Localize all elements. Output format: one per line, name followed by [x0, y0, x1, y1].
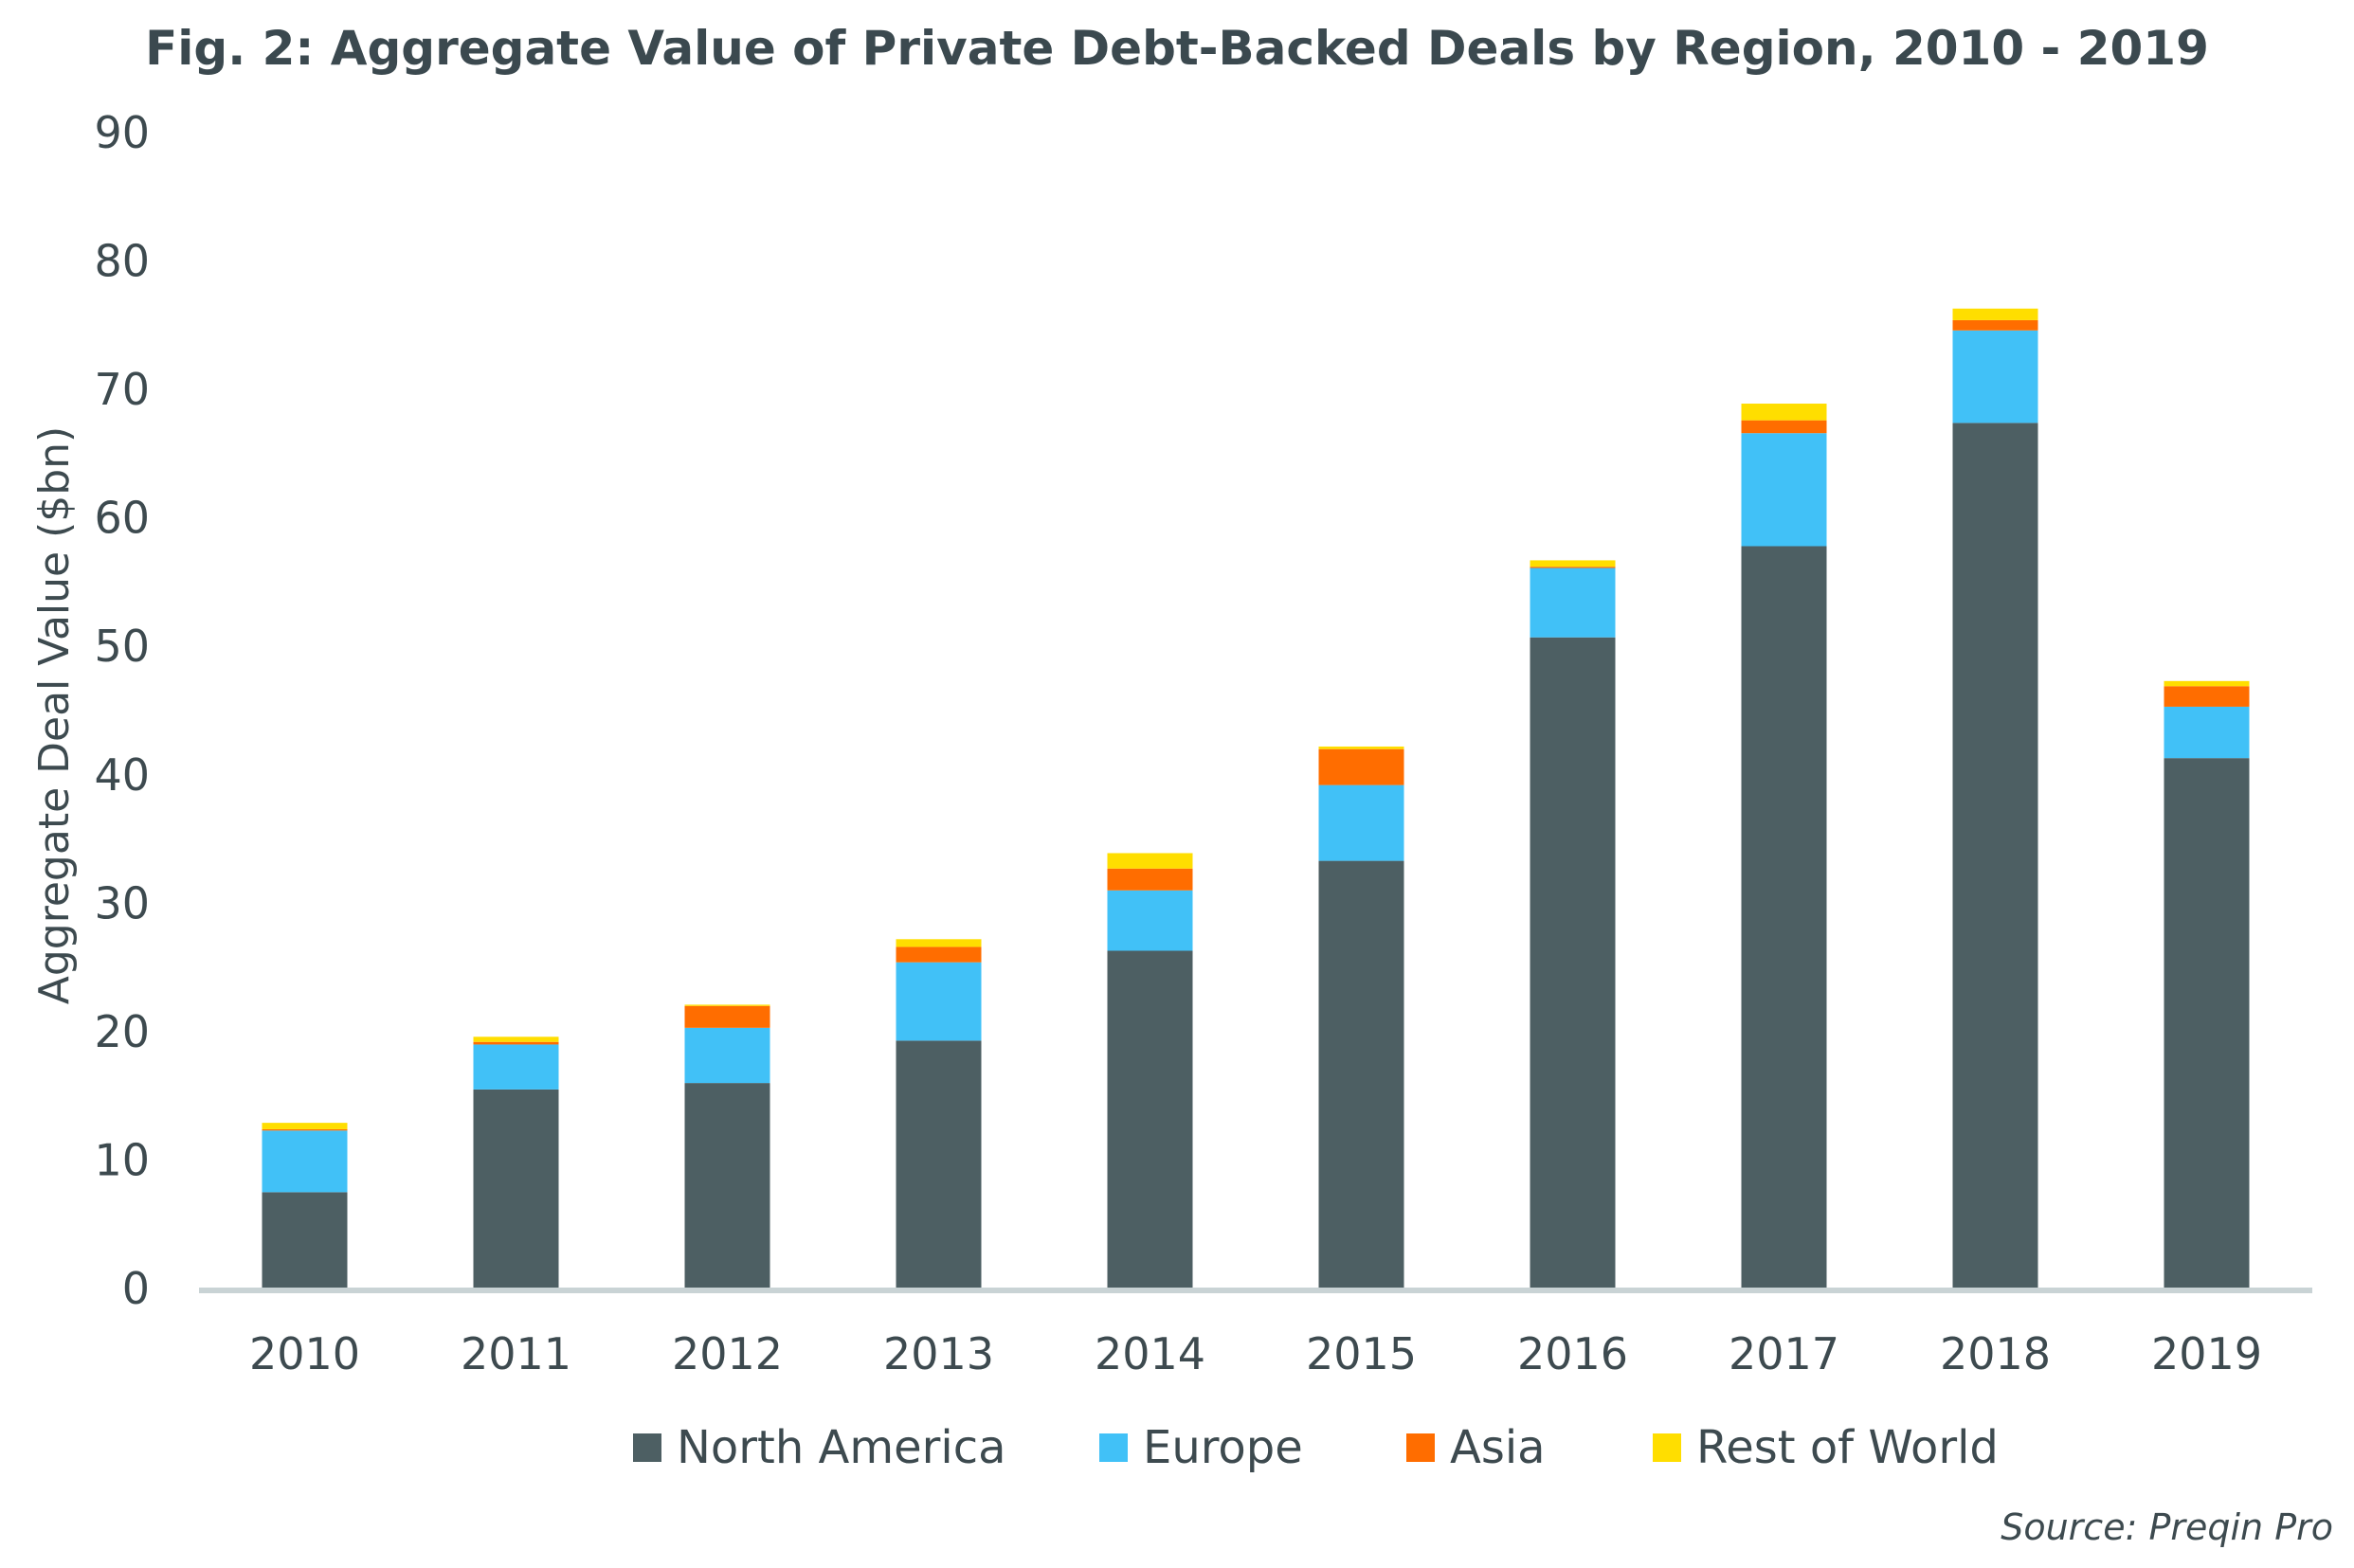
bar-europe-2010: [262, 1130, 348, 1193]
legend-swatch: [633, 1433, 661, 1462]
bar-north-america-2012: [684, 1083, 770, 1289]
y-tick-label: 90: [94, 107, 150, 158]
bar-rest-of-world-2018: [1952, 308, 2038, 320]
bar-rest-of-world-2016: [1530, 560, 1616, 568]
legend-item: Rest of World: [1653, 1421, 1999, 1474]
source-note: Source: Preqin Pro: [2001, 1506, 2333, 1548]
legend: North America Europe Asia Rest of World: [633, 1421, 1999, 1474]
x-tick-label: 2013: [883, 1328, 994, 1379]
x-tick-label: 2016: [1517, 1328, 1628, 1379]
x-tick-label: 2012: [672, 1328, 783, 1379]
bar-north-america-2011: [473, 1089, 559, 1289]
x-tick-label: 2019: [2151, 1328, 2262, 1379]
legend-item: Europe: [1099, 1421, 1303, 1474]
bar-europe-2014: [1107, 890, 1193, 951]
bar-europe-2012: [684, 1027, 770, 1084]
bar-rest-of-world-2014: [1107, 853, 1193, 869]
bar-asia-2010: [262, 1128, 348, 1131]
chart-title: Fig. 2: Aggregate Value of Private Debt-…: [145, 21, 2209, 76]
legend-swatch: [1099, 1433, 1128, 1462]
bar-north-america-2010: [262, 1192, 348, 1289]
bar-rest-of-world-2011: [473, 1036, 559, 1042]
x-tick-label: 2017: [1729, 1328, 1839, 1379]
legend-label: North America: [677, 1421, 1006, 1474]
x-axis-ticks: 2010 2011 2012 2013 2014 2015 2016 2017 2018 2019: [249, 1328, 2262, 1379]
legend-label: Rest of World: [1696, 1421, 1999, 1474]
bar-north-america-2013: [896, 1040, 982, 1289]
bar-europe-2013: [896, 962, 982, 1041]
bar-north-america-2015: [1318, 860, 1404, 1289]
bar-asia-2014: [1107, 868, 1193, 891]
bar-rest-of-world-2019: [2164, 680, 2250, 687]
x-tick-label: 2015: [1306, 1328, 1417, 1379]
bar-rest-of-world-2013: [896, 939, 982, 947]
bar-europe-2015: [1318, 784, 1404, 861]
x-tick-label: 2011: [461, 1328, 571, 1379]
y-tick-label: 30: [94, 877, 150, 928]
bar-asia-2016: [1530, 567, 1616, 568]
bar-asia-2017: [1741, 420, 1827, 434]
x-tick-label: 2014: [1095, 1328, 1205, 1379]
bar-north-america-2014: [1107, 950, 1193, 1289]
y-tick-label: 0: [122, 1263, 150, 1314]
bar-europe-2017: [1741, 433, 1827, 547]
legend-label: Asia: [1450, 1421, 1546, 1474]
legend-swatch: [1653, 1433, 1681, 1462]
bar-north-america-2016: [1530, 637, 1616, 1289]
bars-group: [262, 308, 2250, 1289]
x-tick-label: 2018: [1940, 1328, 2051, 1379]
legend-item: North America: [633, 1421, 1006, 1474]
bar-europe-2011: [473, 1044, 559, 1090]
legend-swatch: [1406, 1433, 1435, 1462]
bar-asia-2019: [2164, 686, 2250, 707]
bar-rest-of-world-2012: [684, 1004, 770, 1006]
bar-north-america-2018: [1952, 423, 2038, 1289]
bar-rest-of-world-2017: [1741, 404, 1827, 421]
legend-item: Asia: [1406, 1421, 1546, 1474]
bar-asia-2011: [473, 1041, 559, 1045]
y-tick-label: 40: [94, 749, 150, 801]
x-tick-label: 2010: [249, 1328, 360, 1379]
y-tick-label: 70: [94, 364, 150, 415]
y-axis-ticks: 0 10 20 30 40 50 60 70 80 90: [94, 107, 150, 1314]
bar-asia-2013: [896, 946, 982, 963]
bar-north-america-2017: [1741, 546, 1827, 1289]
legend-label: Europe: [1143, 1421, 1303, 1474]
bar-north-america-2019: [2164, 758, 2250, 1289]
y-tick-label: 80: [94, 236, 150, 287]
bar-europe-2018: [1952, 330, 2038, 424]
bar-asia-2012: [684, 1005, 770, 1028]
bar-rest-of-world-2010: [262, 1123, 348, 1129]
y-tick-label: 20: [94, 1006, 150, 1057]
y-axis-title: Aggregate Deal Value ($bn): [30, 426, 79, 1004]
bar-asia-2018: [1952, 319, 2038, 331]
bar-asia-2015: [1318, 748, 1404, 785]
bar-europe-2019: [2164, 706, 2250, 759]
y-tick-label: 60: [94, 493, 150, 544]
y-tick-label: 10: [94, 1134, 150, 1185]
y-tick-label: 50: [94, 621, 150, 672]
bar-rest-of-world-2015: [1318, 746, 1404, 749]
bar-europe-2016: [1530, 568, 1616, 638]
